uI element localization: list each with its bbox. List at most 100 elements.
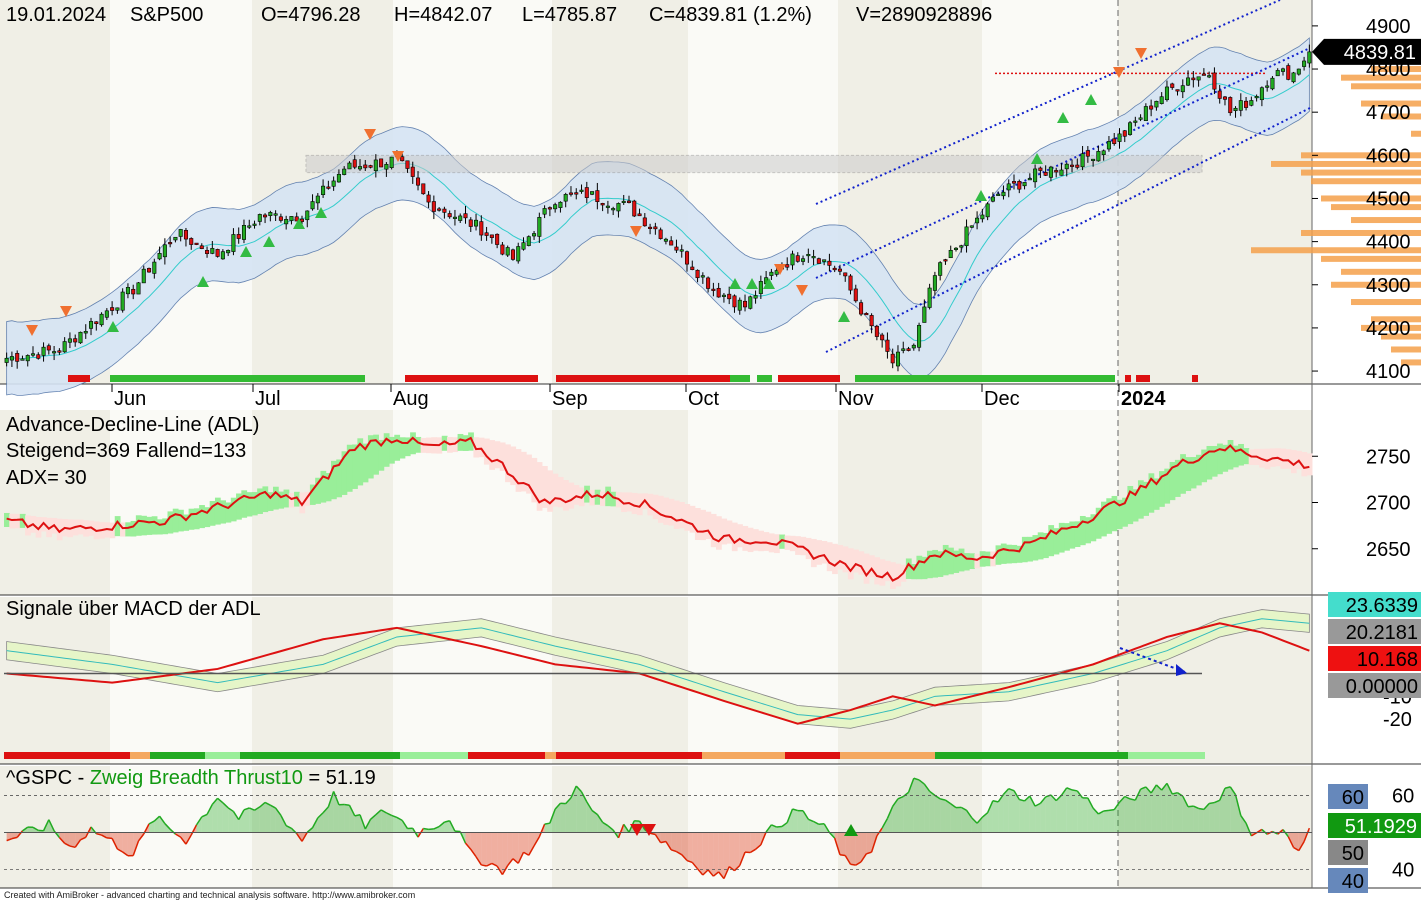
zweig-fill (106, 832, 113, 839)
zweig-fill (1024, 796, 1030, 833)
candle-body (479, 221, 484, 236)
zweig-fill (481, 832, 487, 866)
zweig-fill (1224, 786, 1231, 833)
zweig-segment (1298, 841, 1305, 851)
zweig-segment (580, 791, 588, 803)
candle-body (199, 245, 204, 249)
month-label: Sep (552, 388, 588, 410)
zweig-fill (349, 805, 355, 833)
candle-body (669, 240, 674, 246)
candle-body (1091, 158, 1096, 161)
macd-signal-segment (785, 752, 840, 759)
candle-body (521, 242, 526, 250)
zweig-fill (465, 832, 471, 850)
month-label: Jul (255, 388, 281, 410)
candle-body (721, 294, 726, 297)
volume-profile-bar (1381, 333, 1421, 340)
zweig-segment (48, 819, 55, 832)
zweig-fill (1193, 806, 1199, 833)
candle-body (1302, 60, 1307, 67)
zweig-fill (549, 809, 556, 833)
adl-cloud-cell (599, 491, 606, 507)
zweig-segment (528, 845, 535, 856)
candle-body (558, 201, 563, 208)
candle-body (57, 350, 62, 353)
candle-body (162, 244, 167, 258)
zweig-fill (159, 816, 165, 833)
candle-body (711, 288, 716, 291)
zweig-fill (1209, 802, 1215, 833)
macd-signal-segment (1128, 752, 1205, 759)
volume-profile-bar (1301, 229, 1421, 236)
adl-cloud-cell (573, 485, 580, 505)
zweig-segment (449, 820, 456, 832)
zweig-fill (1177, 792, 1183, 833)
zweig-segment (1219, 787, 1226, 801)
buy-triangle (746, 278, 758, 289)
candle-body (980, 214, 985, 220)
zweig-segment (1155, 784, 1163, 791)
adl-cloud-cell (1211, 445, 1218, 477)
adl-cloud-cell (985, 551, 991, 567)
zweig-fill (381, 809, 387, 833)
zweig-segment (301, 831, 308, 842)
candle-body (20, 358, 25, 361)
candle-body (959, 245, 964, 248)
adl-cloud-cell (156, 519, 163, 535)
candle-body (927, 287, 932, 308)
zweig-segment (1203, 802, 1210, 810)
zweig-fill (1203, 803, 1210, 833)
zweig-fill (317, 812, 324, 833)
zweig-segment (195, 816, 203, 826)
adl-pane[interactable] (4, 432, 1313, 590)
buy-triangle (729, 278, 741, 289)
zweig-fill (1082, 797, 1088, 833)
adl-cloud-cell (747, 527, 754, 553)
zweig-segment (591, 809, 598, 816)
zweig-segment (53, 830, 60, 838)
price-pane[interactable] (4, 0, 1421, 396)
adl-cloud-cell (810, 538, 817, 568)
zweig-fill (1050, 794, 1057, 833)
volume-profile-bar (1371, 316, 1421, 323)
candle-body (985, 203, 990, 218)
zweig-title-prefix: ^GSPC - (6, 767, 90, 789)
zweig-segment (965, 809, 973, 819)
zweig-fill (992, 800, 999, 833)
adl-cloud-cell (1064, 523, 1070, 551)
candle-body (1207, 75, 1212, 78)
zweig-fill (1214, 800, 1220, 833)
candle-body (1117, 133, 1122, 142)
zweig-value-label: 50 (1342, 843, 1364, 865)
zweig-segment (190, 824, 198, 836)
candle-body (278, 216, 283, 221)
candle-body (157, 253, 162, 260)
candle-body (790, 253, 795, 266)
candle-body (336, 173, 341, 183)
candle-body (880, 334, 885, 341)
adl-cloud-cell (1127, 485, 1134, 525)
candle-body (853, 288, 858, 302)
candle-body (938, 262, 943, 276)
month-shade-zweig-4 (552, 766, 688, 888)
candle-body (1296, 68, 1301, 75)
zweig-fill (127, 832, 134, 856)
candle-body (969, 225, 974, 228)
zweig-pane[interactable] (4, 777, 1312, 880)
candle-body (1196, 76, 1201, 81)
zweig-fill (676, 832, 682, 855)
adl-cloud-cell (1021, 536, 1028, 563)
zweig-fill (228, 807, 234, 833)
zweig-segment (1229, 786, 1237, 796)
candle-body (210, 248, 215, 254)
candle-body (136, 282, 141, 295)
candle-body (1022, 182, 1027, 187)
candle-body (1128, 122, 1133, 135)
candle-body (373, 159, 378, 172)
zweig-fill (249, 807, 255, 833)
candle-body (1154, 100, 1159, 108)
macd-pane[interactable] (4, 609, 1310, 759)
zweig-fill (243, 807, 250, 833)
adl-cloud-cell (626, 492, 633, 512)
volume-profile-bar (1401, 359, 1421, 366)
